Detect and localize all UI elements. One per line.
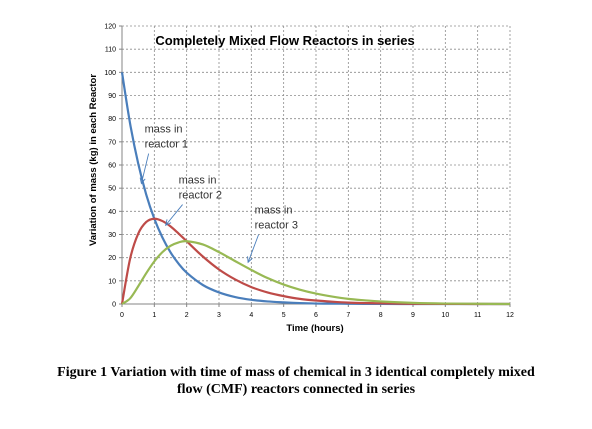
annotations: mass in reactor 1 mass in reactor 2 mass in r…: [139, 124, 298, 264]
y-tick-label: 100: [104, 70, 116, 77]
x-tick-label: 1: [152, 312, 156, 319]
x-axis-title: Time (hours): [286, 323, 343, 334]
y-tick-label: 20: [108, 255, 116, 262]
y-tick-label: 0: [112, 302, 116, 309]
annotation-label-3: mass in: [255, 205, 293, 217]
x-tick-label: 7: [346, 312, 350, 319]
y-tick-label: 60: [108, 163, 116, 170]
annotation-arrowhead-2: [164, 219, 172, 227]
annotation-label-2: reactor 2: [179, 190, 222, 202]
annotation-label-1: mass in: [145, 124, 183, 136]
grid: [122, 25, 511, 304]
x-tick-label: 0: [120, 312, 124, 319]
y-tick-label: 40: [108, 209, 116, 216]
y-tick-label: 10: [108, 278, 116, 285]
caption-line-1: Figure 1 Variation with time of mass of …: [57, 365, 535, 380]
y-tick-label: 80: [108, 116, 116, 123]
annotation-arrow-1: [140, 153, 150, 184]
annotation-label-1: reactor 1: [145, 139, 188, 151]
annotation-label-2: mass in: [179, 175, 217, 187]
y-tick-label: 30: [108, 232, 116, 239]
annotation-arrowhead-3: [247, 256, 253, 264]
x-tick-label: 11: [474, 312, 481, 319]
y-tick-label: 70: [108, 139, 116, 146]
x-tick-label: 10: [441, 312, 449, 319]
y-axis-title: Variation of mass (kg) in each Reactor: [88, 74, 99, 246]
annotation-label-3: reactor 3: [255, 220, 298, 232]
series-line-2: [120, 217, 511, 306]
figure-caption: Figure 1 Variation with time of mass of …: [0, 364, 592, 398]
x-tick-label: 6: [314, 312, 318, 319]
x-tick-label: 3: [217, 312, 221, 319]
series-lines: [120, 72, 511, 306]
chart-title: Completely Mixed Flow Reactors in series: [155, 33, 414, 48]
x-tick-label: 12: [506, 312, 514, 319]
x-tick-label: 5: [282, 312, 286, 319]
x-tick-label: 2: [185, 312, 189, 319]
y-tick-label: 120: [104, 24, 116, 31]
y-tick-label: 50: [108, 186, 116, 193]
x-tick-label: 9: [411, 312, 415, 319]
annotation-arrow-3: [247, 234, 259, 263]
chart-area: 0 10 20 30 40 50 60 70 80 90 100 110 120 0 1 2 3 4 5 6 7 8 9 10…: [88, 24, 514, 335]
annotation-arrowhead-1: [139, 177, 146, 185]
y-tick-label: 90: [108, 93, 116, 100]
y-tick-label: 110: [105, 47, 116, 54]
x-tick-label: 8: [379, 312, 383, 319]
x-tick-label: 4: [249, 312, 253, 319]
caption-line-2: flow (CMF) reactors connected in series: [176, 382, 416, 397]
annotation-arrow-2: [165, 204, 183, 226]
series-line-3: [121, 240, 511, 306]
